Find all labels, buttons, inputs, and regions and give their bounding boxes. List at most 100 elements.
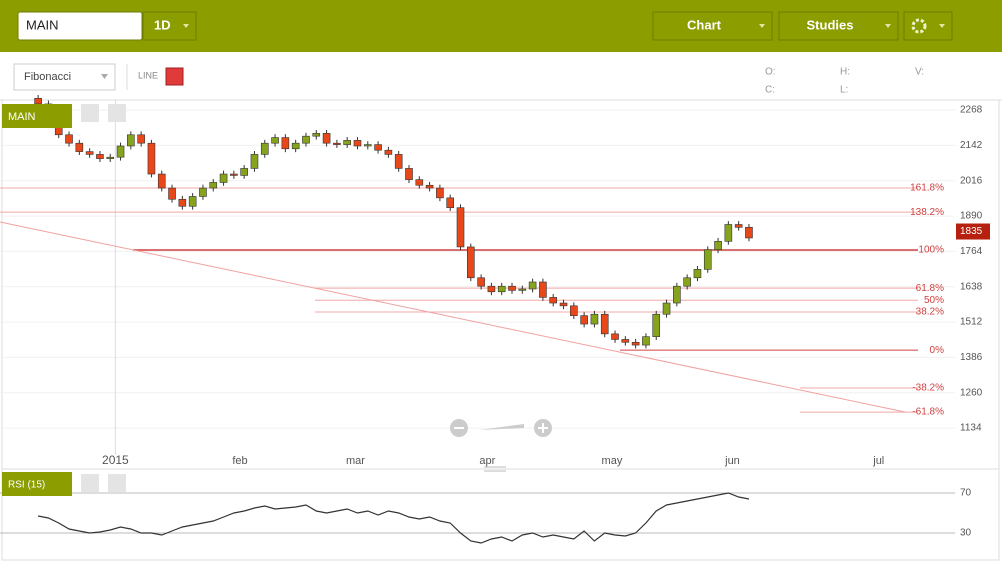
candle-body bbox=[467, 246, 475, 279]
candle-body bbox=[693, 269, 702, 279]
candle-body bbox=[425, 184, 434, 189]
y-tick-label: 2016 bbox=[960, 175, 983, 186]
gear-icon bbox=[911, 18, 927, 34]
candle-body bbox=[96, 154, 104, 159]
candle-body bbox=[281, 137, 290, 150]
panel-tag bbox=[2, 472, 72, 496]
y-tick-label: 2268 bbox=[960, 105, 983, 116]
candle-body bbox=[662, 302, 671, 315]
candle-body bbox=[539, 281, 547, 298]
candle-body bbox=[363, 144, 372, 147]
candle-body bbox=[549, 297, 558, 304]
caret bbox=[885, 24, 891, 28]
y-tick-label: 1638 bbox=[960, 281, 983, 292]
candle-body bbox=[250, 154, 259, 169]
zoom-slider[interactable] bbox=[480, 424, 524, 430]
ohlc-label: O: bbox=[765, 67, 776, 78]
candle-body bbox=[219, 173, 228, 183]
candle-body bbox=[116, 145, 125, 158]
ohlc-label: H: bbox=[840, 67, 850, 78]
candle-body bbox=[260, 142, 269, 155]
candle-body bbox=[168, 187, 176, 200]
move-button[interactable] bbox=[108, 104, 126, 122]
candle-body bbox=[724, 224, 733, 242]
x-tick-label: jul bbox=[872, 455, 884, 467]
fib-label: 138.2% bbox=[910, 207, 944, 218]
candle-body bbox=[127, 134, 135, 147]
candle-body bbox=[745, 227, 753, 239]
candle-body bbox=[714, 241, 722, 251]
candle-body bbox=[590, 313, 599, 325]
panel-tag-text: RSI (15) bbox=[8, 480, 45, 491]
candle-body bbox=[188, 196, 197, 207]
y-tick-label: 1512 bbox=[960, 317, 983, 328]
candle-body bbox=[631, 341, 640, 346]
candle-body bbox=[559, 302, 568, 307]
fib-label: 61.8% bbox=[916, 283, 944, 294]
candle-body bbox=[703, 249, 712, 270]
line-color-swatch[interactable] bbox=[165, 67, 184, 86]
studies-button[interactable] bbox=[778, 11, 899, 41]
candle-body bbox=[734, 224, 743, 228]
candle-body bbox=[106, 156, 115, 159]
ohlc-label: V: bbox=[915, 67, 924, 78]
symbol-input[interactable] bbox=[17, 11, 143, 41]
candle-body bbox=[415, 179, 424, 186]
candle-body bbox=[343, 140, 351, 145]
x-tick-label: may bbox=[602, 455, 623, 467]
caret bbox=[939, 24, 945, 28]
candle-body bbox=[508, 285, 516, 291]
y-tick-label: 1386 bbox=[960, 352, 983, 363]
settings-button[interactable] bbox=[903, 11, 953, 41]
maximize-button[interactable] bbox=[81, 104, 99, 122]
candle-body bbox=[230, 173, 238, 176]
chart-button[interactable] bbox=[652, 11, 773, 41]
caret bbox=[183, 24, 189, 28]
fib-label: 161.8% bbox=[910, 183, 944, 194]
candle-body bbox=[137, 134, 145, 144]
ohlc-label: C: bbox=[765, 85, 775, 96]
tool-text: Fibonacci bbox=[24, 71, 71, 83]
rsi-line bbox=[37, 492, 750, 544]
x-tick-label: feb bbox=[232, 455, 247, 467]
close-button[interactable] bbox=[108, 474, 126, 492]
candle-body bbox=[157, 173, 166, 189]
resize-handle[interactable] bbox=[484, 466, 506, 472]
trend-line bbox=[0, 221, 906, 413]
y-tick-label: 1134 bbox=[960, 423, 982, 434]
x-tick-label: jun bbox=[724, 455, 740, 467]
x-tick-label: apr bbox=[479, 455, 495, 467]
candle-body bbox=[65, 134, 73, 144]
candle-body bbox=[446, 197, 454, 208]
tool-select[interactable] bbox=[13, 63, 116, 91]
candle-body bbox=[291, 142, 300, 150]
up-button[interactable] bbox=[81, 474, 99, 492]
y-tick-label: 70 bbox=[960, 488, 972, 499]
candle-body bbox=[394, 154, 403, 169]
interval-text: 1D bbox=[154, 17, 171, 32]
y-tick-label: 1260 bbox=[960, 387, 983, 398]
candle-body bbox=[333, 142, 341, 145]
candle-body bbox=[611, 333, 619, 340]
candle-body bbox=[405, 168, 413, 180]
x-tick-label: 2015 bbox=[102, 453, 129, 467]
y-tick-label: 1890 bbox=[960, 211, 983, 222]
line-label: LINE bbox=[138, 70, 158, 80]
fib-label: 50% bbox=[924, 295, 944, 306]
symbol-text: MAIN bbox=[26, 17, 59, 32]
candle-body bbox=[312, 133, 321, 137]
fib-label: 38.2% bbox=[916, 307, 944, 318]
ohlc-label: L: bbox=[840, 85, 848, 96]
candle-body bbox=[147, 142, 156, 175]
candle-body bbox=[199, 187, 207, 197]
fib-label: -38.2% bbox=[912, 383, 944, 394]
zoom-in-icon bbox=[538, 423, 548, 433]
candle-body bbox=[570, 305, 578, 316]
last-price-tag bbox=[956, 223, 990, 240]
panel-tag bbox=[2, 104, 72, 128]
candle-body bbox=[642, 336, 650, 346]
candle-body bbox=[477, 277, 485, 287]
caret bbox=[101, 74, 108, 79]
